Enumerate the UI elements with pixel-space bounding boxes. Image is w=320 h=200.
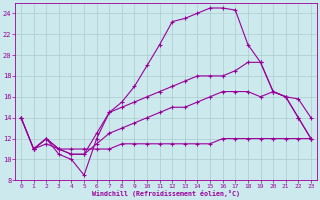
X-axis label: Windchill (Refroidissement éolien,°C): Windchill (Refroidissement éolien,°C) <box>92 190 240 197</box>
